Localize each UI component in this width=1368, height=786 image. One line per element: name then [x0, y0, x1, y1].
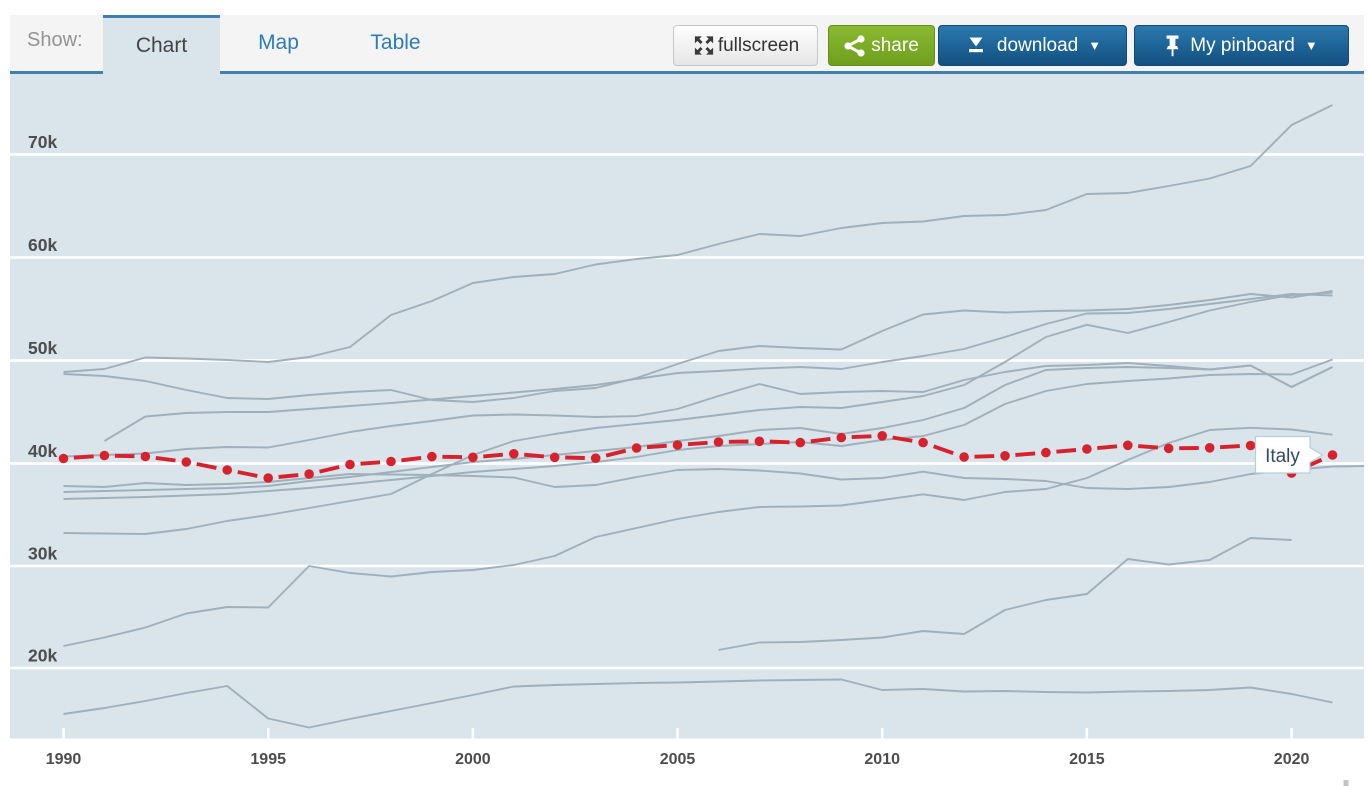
svg-text:2010: 2010	[864, 751, 900, 768]
svg-text:2005: 2005	[660, 751, 696, 768]
svg-text:Italy: Italy	[1265, 446, 1300, 467]
svg-text:60k: 60k	[28, 235, 57, 255]
svg-text:40k: 40k	[28, 441, 57, 461]
svg-text:30k: 30k	[28, 544, 57, 564]
svg-text:70k: 70k	[28, 132, 57, 152]
svg-text:20k: 20k	[28, 646, 57, 666]
svg-text:1990: 1990	[46, 751, 82, 768]
svg-text:50k: 50k	[28, 338, 57, 358]
svg-text:2015: 2015	[1069, 751, 1105, 768]
svg-text:2020: 2020	[1274, 751, 1310, 768]
svg-text:2000: 2000	[455, 751, 491, 768]
svg-text:1995: 1995	[250, 751, 286, 768]
